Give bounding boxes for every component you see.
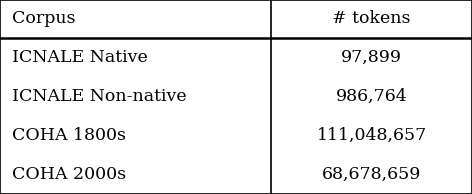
Text: Corpus: Corpus: [12, 10, 76, 27]
Text: COHA 2000s: COHA 2000s: [12, 166, 126, 183]
Text: ICNALE Non-native: ICNALE Non-native: [12, 88, 186, 105]
Text: ICNALE Native: ICNALE Native: [12, 49, 148, 66]
Text: 97,899: 97,899: [341, 49, 402, 66]
Text: 68,678,659: 68,678,659: [322, 166, 421, 183]
Text: COHA 1800s: COHA 1800s: [12, 127, 126, 144]
Text: # tokens: # tokens: [332, 10, 411, 27]
Text: 986,764: 986,764: [336, 88, 408, 105]
Text: 111,048,657: 111,048,657: [317, 127, 427, 144]
